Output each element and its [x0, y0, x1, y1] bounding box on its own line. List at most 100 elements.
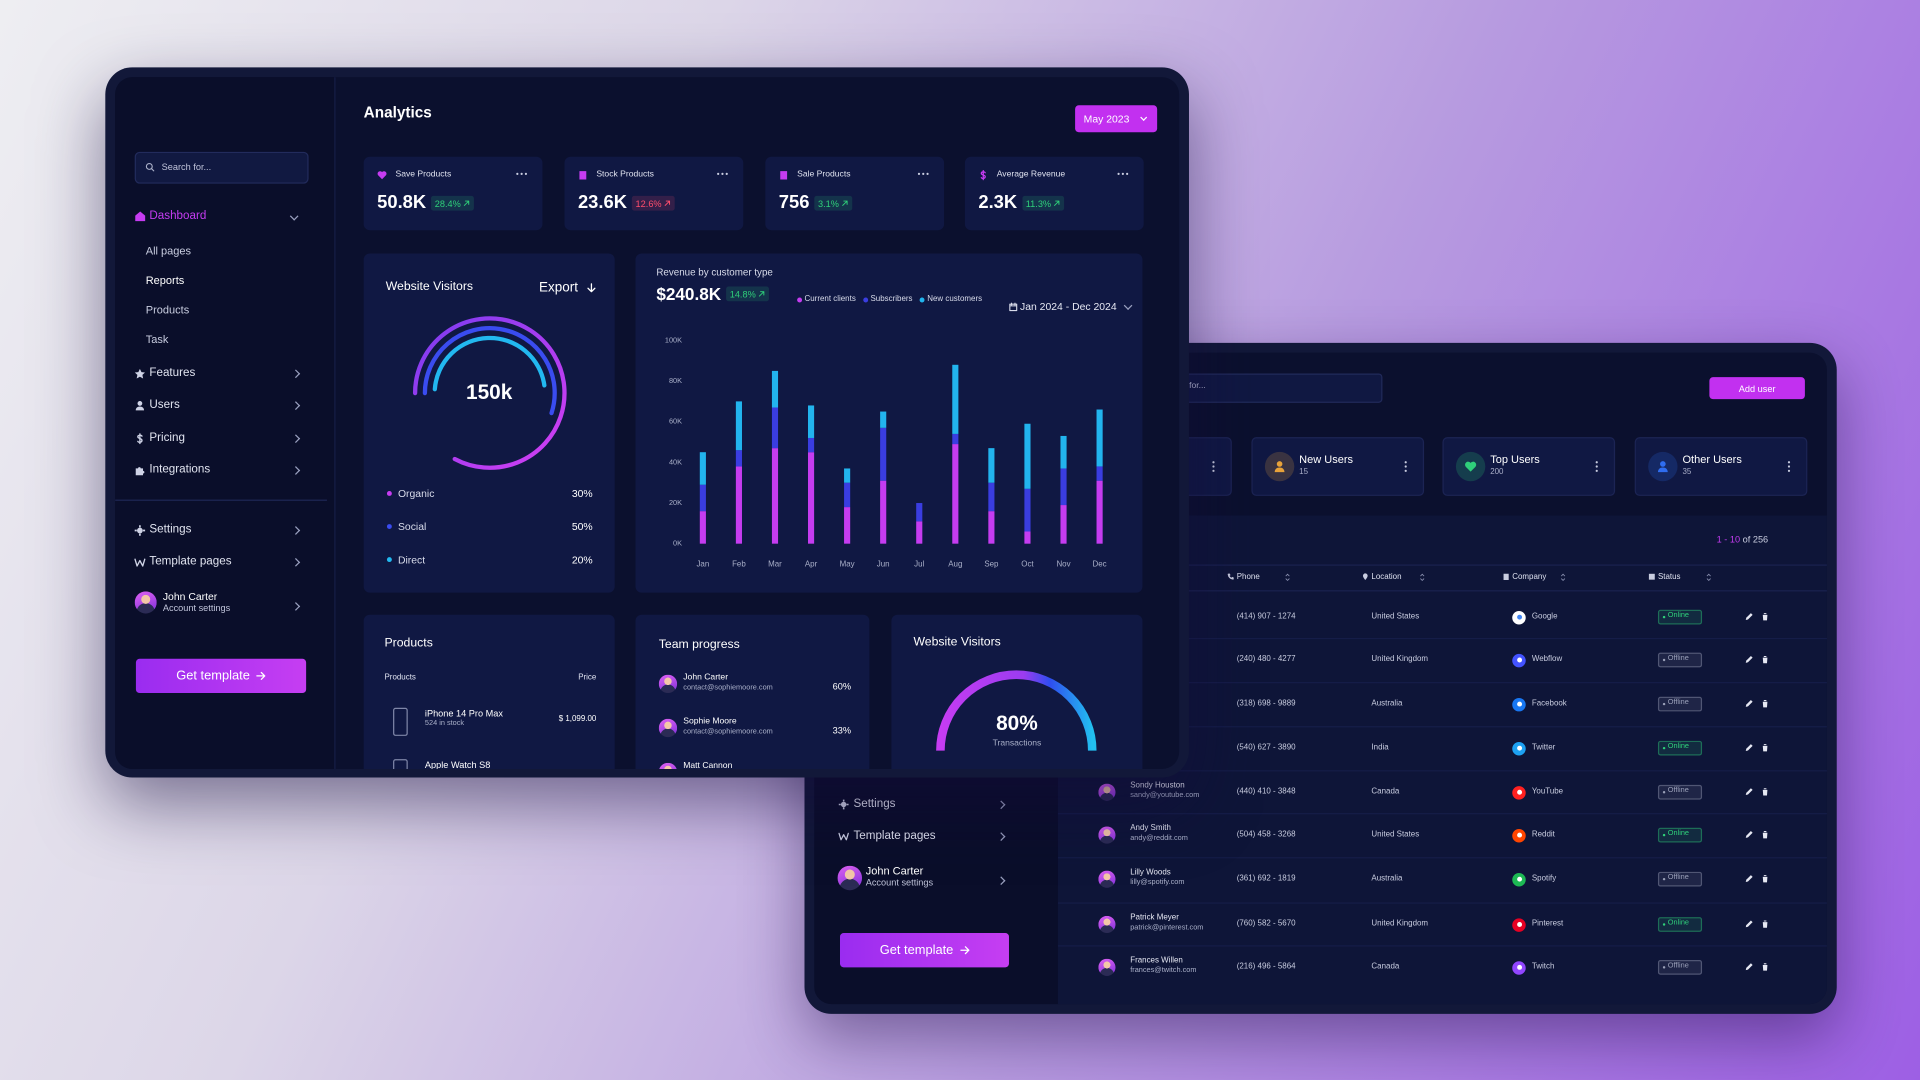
- icon-shape: [1762, 744, 1769, 752]
- change-chip: 14.8%: [726, 287, 770, 302]
- bar-segment: [771, 370, 779, 408]
- icon: [464, 200, 470, 206]
- company: Reddit: [1531, 830, 1555, 839]
- company-logo: [1512, 828, 1526, 842]
- user-card: New Users 15: [1251, 437, 1425, 496]
- user-email: sandy@youtube.com: [1130, 792, 1200, 800]
- company: Webflow: [1531, 655, 1563, 664]
- dot: [1787, 461, 1791, 464]
- icon: [579, 171, 587, 180]
- status-chip: Offline: [1657, 960, 1703, 975]
- location: Australia: [1371, 874, 1403, 883]
- trend-arrow: [463, 200, 470, 207]
- phone: (216) 496 - 5864: [1236, 962, 1296, 972]
- edit-icon: [1745, 963, 1753, 971]
- sidebar: Search for... Dashboard All pages Reports Pr…: [115, 77, 336, 769]
- icon: [135, 466, 145, 475]
- pagination-range: 1 - 10: [1716, 533, 1741, 545]
- icon-shape: [1274, 461, 1285, 473]
- chevron: [996, 876, 1005, 885]
- sub-nav-item: All pages: [145, 244, 192, 258]
- product-price: $ 1,099.00: [558, 715, 597, 724]
- status-label: Online: [1667, 612, 1689, 621]
- dot: [1126, 172, 1129, 175]
- trend-arrow: [841, 200, 848, 207]
- bar-segment: [699, 511, 706, 544]
- period-button[interactable]: May 2023: [1075, 105, 1158, 133]
- delete-icon: [1762, 655, 1769, 664]
- icon-shape: [135, 466, 145, 475]
- icon: [838, 799, 849, 810]
- export-action[interactable]: Export: [539, 280, 578, 296]
- icon: [842, 200, 848, 206]
- period-label: May 2023: [1083, 112, 1130, 125]
- icon-shape: [1745, 700, 1753, 707]
- bar-segment: [807, 437, 815, 453]
- transactions-label: Transactions: [992, 739, 1042, 749]
- card-icon: [1455, 451, 1486, 482]
- phone: (440) 410 - 3848: [1236, 787, 1296, 796]
- x-tick-label: Apr: [805, 560, 818, 569]
- avatar: [1098, 783, 1116, 801]
- delete-icon: [1762, 613, 1769, 621]
- icon: [980, 169, 986, 181]
- status-chip: Offline: [1657, 871, 1703, 887]
- user-name: John Carter: [162, 590, 218, 603]
- stat-value-row: 756 3.1%: [779, 192, 853, 214]
- phone: (540) 627 - 3890: [1236, 743, 1296, 752]
- change-chip: 11.3%: [1022, 195, 1065, 211]
- delete-icon: [1762, 920, 1769, 928]
- chevron: [291, 466, 300, 475]
- status-dot: [1662, 791, 1666, 794]
- avatar: [1098, 915, 1116, 934]
- icon-shape: [1503, 573, 1509, 581]
- get-template-button[interactable]: Get template: [840, 933, 1009, 968]
- dot: [516, 172, 519, 175]
- user-email: patrick@pinterest.com: [1130, 924, 1204, 932]
- row-rule: [1057, 857, 1827, 859]
- icon-shape: [1362, 573, 1368, 581]
- stat-label: Average Revenue: [996, 170, 1066, 179]
- gauge-track: [936, 670, 1097, 751]
- icon-shape: [134, 368, 145, 378]
- status-chip: Offline: [1657, 696, 1703, 712]
- sort-arrows: [1285, 573, 1290, 582]
- sort-shape: [1420, 573, 1425, 582]
- get-template-button[interactable]: Get template: [135, 658, 307, 694]
- bar-segment: [807, 405, 815, 438]
- add-user-button[interactable]: Add user: [1709, 377, 1805, 400]
- icon: [1648, 573, 1655, 580]
- icon-shape: [1745, 963, 1753, 971]
- bar-segment: [880, 427, 887, 481]
- icon: [759, 291, 765, 298]
- column-header: Products: [384, 673, 416, 683]
- card-title: New Users: [1299, 453, 1354, 466]
- bar-segment: [952, 364, 959, 434]
- products-card: Products Products Price iPhone 14 Pro Max 52…: [363, 614, 615, 769]
- user-card: Other Users 35: [1634, 437, 1808, 496]
- dot: [1595, 465, 1598, 468]
- dot: [926, 172, 929, 175]
- icon: [1503, 573, 1509, 581]
- stat-card: Sale Products 756 3.1%: [765, 156, 945, 231]
- location: United States: [1371, 612, 1420, 621]
- company-logo: [1512, 917, 1526, 932]
- menu-dots: [1117, 172, 1129, 175]
- chevron: [290, 211, 299, 220]
- chevron: [291, 602, 300, 611]
- nav-item: Settings: [149, 522, 192, 537]
- pagination: 1 - 10 of 256: [1717, 534, 1769, 545]
- bar-segment: [1060, 435, 1067, 469]
- icon: [665, 200, 671, 206]
- dot: [1404, 469, 1407, 472]
- y-tick-label: 40K: [669, 457, 682, 466]
- icon: [838, 832, 849, 841]
- table-rule: [1057, 590, 1827, 592]
- visitors-card: Website Visitors Export 150k Organic 30% Soci…: [363, 253, 615, 593]
- visitors-gauge: [412, 316, 567, 470]
- bar-segment: [952, 444, 959, 544]
- bar-segment: [916, 503, 923, 522]
- company-logo: [1512, 741, 1526, 755]
- gauge-arc: [412, 316, 567, 470]
- icon-shape: [665, 200, 671, 206]
